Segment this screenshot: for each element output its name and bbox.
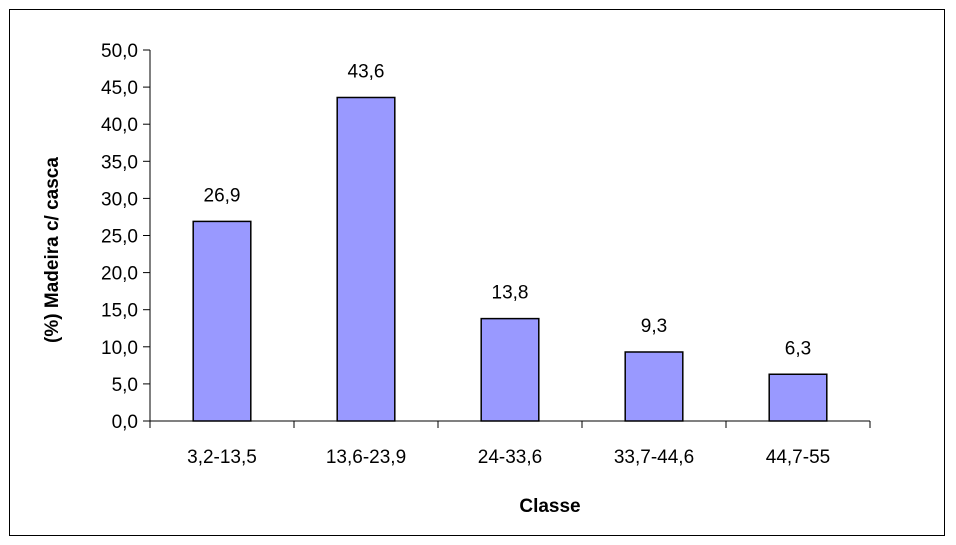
y-tick-label: 25,0 [101, 227, 138, 248]
bar-value-label: 6,3 [785, 338, 811, 359]
y-tick-label: 50,0 [101, 41, 138, 62]
y-axis: 0,0 5,0 10,0 15,0 20,0 25,0 30,0 35,0 40,0 45,0 50… [101, 41, 151, 433]
y-tick-label: 15,0 [101, 301, 138, 322]
x-axis: 3,2-13,5 13,6-23,9 24-33,6 33,7-44,6 44,7-55 [149, 420, 871, 468]
bar [336, 96, 396, 422]
bar [192, 220, 252, 422]
x-axis-title: Classe [519, 496, 580, 517]
bar-value-label: 13,8 [492, 283, 529, 304]
x-tick-label: 44,7-55 [766, 447, 830, 468]
y-tick-label: 20,0 [101, 264, 138, 285]
bar-value-label: 43,6 [348, 61, 385, 82]
chart-frame [9, 9, 945, 536]
bar [624, 351, 684, 422]
y-tick-label: 10,0 [101, 338, 138, 359]
bar-value-label: 9,3 [641, 316, 667, 337]
x-tick-label: 24-33,6 [478, 447, 542, 468]
y-tick-label: 5,0 [112, 375, 138, 396]
y-tick-label: 0,0 [112, 412, 138, 433]
y-tick-label: 35,0 [101, 152, 138, 173]
y-tick-label: 40,0 [101, 115, 138, 136]
y-tick-label: 45,0 [101, 78, 138, 99]
bar [480, 317, 540, 422]
bar-value-label: 26,9 [204, 185, 241, 206]
x-tick-label: 13,6-23,9 [326, 447, 406, 468]
data-labels: 26,9 43,6 13,8 9,3 6,3 [204, 61, 812, 359]
bar [768, 373, 828, 422]
bars [192, 96, 828, 422]
y-tick-label: 30,0 [101, 189, 138, 210]
x-tick-label: 3,2-13,5 [187, 447, 257, 468]
y-axis-title: (%) Madeira c/ casca [42, 157, 63, 343]
x-tick-label: 33,7-44,6 [614, 447, 694, 468]
